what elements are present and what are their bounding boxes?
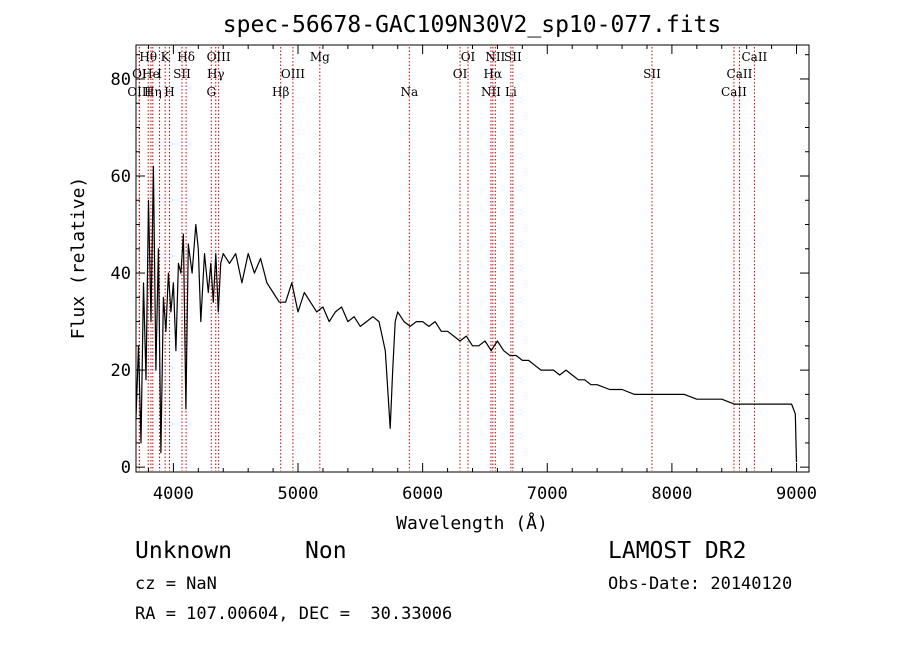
coordinates-label: RA = 107.00604, DEC = 30.33006: [135, 604, 453, 624]
chart-title: spec-56678-GAC109N30V2_sp10-077.fits: [223, 12, 722, 38]
x-tick-label: 9000: [776, 484, 817, 504]
y-tick-label: 80: [111, 70, 131, 90]
line-markers: [138, 47, 755, 471]
survey-label: LAMOST DR2: [608, 538, 747, 564]
y-tick-label: 20: [111, 361, 131, 381]
line-label: SII: [643, 67, 661, 81]
line-label: CaII: [741, 50, 767, 64]
line-label: G: [206, 85, 216, 99]
line-label: Hβ: [272, 85, 289, 99]
line-label: NII: [485, 50, 505, 64]
obs-date-label: Obs-Date: 20140120: [608, 574, 793, 594]
line-label: OI: [453, 67, 468, 81]
x-tick-label: 8000: [651, 484, 692, 504]
line-label: H: [164, 85, 174, 99]
line-label: Hη: [144, 85, 162, 99]
redshift-label: cz = NaN: [135, 574, 217, 594]
line-label: CaII: [721, 85, 747, 99]
y-axis-label: Flux (relative): [68, 177, 89, 340]
x-tick-label: 4000: [153, 484, 194, 504]
x-tick-label: 5000: [278, 484, 319, 504]
line-label: OIII: [207, 50, 231, 64]
line-label: Hα: [484, 67, 503, 81]
y-tick-label: 40: [111, 264, 131, 284]
line-label: OI: [461, 50, 476, 64]
class-label: Unknown: [135, 538, 232, 564]
line-label: NII: [481, 85, 501, 99]
x-axis-label: Wavelength (Å): [396, 512, 548, 534]
line-label: OI: [132, 67, 147, 81]
line-label: Hθ: [139, 50, 157, 64]
line-label: Hδ: [177, 50, 195, 64]
y-tick-label: 60: [111, 167, 131, 187]
line-label: K: [161, 50, 171, 64]
y-tick-label: 0: [121, 458, 131, 478]
spectrum-line: [135, 165, 798, 463]
subclass-label: Non: [305, 538, 347, 564]
line-label: Li: [505, 85, 517, 99]
spectrum-series: [135, 165, 798, 463]
line-label: Hγ: [207, 67, 225, 81]
line-label: SII: [504, 50, 522, 64]
axis-ticks: 4000 5000 6000 7000 8000 9000 0 20 40 60 80: [111, 45, 817, 504]
line-label: Mg: [310, 50, 330, 64]
line-label: CaII: [727, 67, 753, 81]
x-tick-label: 7000: [527, 484, 568, 504]
line-label: SII: [173, 67, 191, 81]
line-label: He: [142, 67, 160, 81]
line-label: OIII: [127, 85, 151, 99]
x-tick-label: 6000: [402, 484, 443, 504]
line-label: OIII: [281, 67, 305, 81]
line-label: I: [157, 67, 162, 81]
line-label: Na: [400, 85, 418, 99]
